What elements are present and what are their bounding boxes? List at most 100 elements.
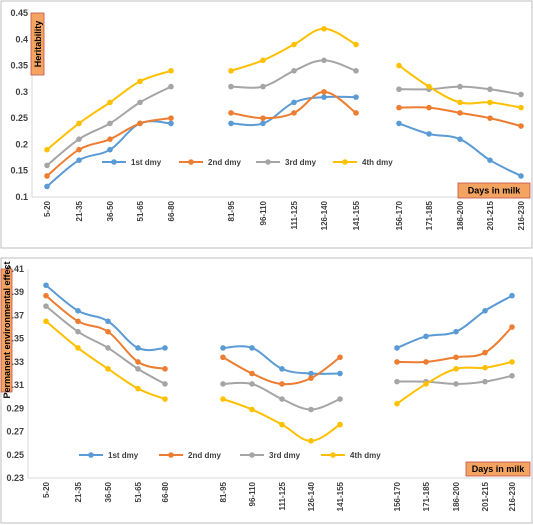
- data-point: [75, 328, 81, 335]
- y-axis-label: Permanent environmental effect: [2, 261, 12, 398]
- data-point: [482, 378, 488, 385]
- data-point: [135, 345, 141, 351]
- data-point: [321, 89, 327, 95]
- data-point: [291, 99, 297, 106]
- data-point: [509, 292, 515, 299]
- data-point: [396, 86, 402, 93]
- x-tick-label: 141-155: [336, 481, 345, 511]
- data-point: [291, 68, 297, 74]
- x-tick-label: 51-65: [136, 200, 145, 221]
- x-tick-label: 111-125: [278, 481, 287, 510]
- data-point: [228, 68, 234, 74]
- data-point: [457, 110, 463, 116]
- data-point: [76, 136, 82, 142]
- data-point: [321, 94, 327, 100]
- data-point: [162, 345, 168, 351]
- data-point: [168, 83, 174, 90]
- data-point: [423, 333, 429, 340]
- data-point: [321, 25, 327, 32]
- y-tick-label: 0.1: [15, 192, 28, 202]
- data-point: [44, 162, 50, 169]
- y-tick-label: 0.2: [15, 139, 28, 149]
- data-point: [353, 41, 359, 48]
- data-point: [43, 282, 49, 289]
- data-point: [260, 83, 266, 90]
- data-point: [76, 120, 82, 127]
- legend-label: 4th dmy: [350, 451, 381, 460]
- x-tick-label: 5-20: [43, 200, 52, 217]
- legend-label: 2nd dmy: [208, 158, 241, 167]
- data-point: [137, 78, 143, 85]
- data-point: [44, 146, 50, 153]
- data-point: [105, 366, 111, 372]
- x-tick-label: 156-170: [393, 481, 402, 511]
- data-point: [135, 385, 141, 392]
- legend-label: 3rd dmy: [285, 158, 317, 167]
- data-point: [308, 406, 314, 413]
- data-point: [518, 173, 524, 179]
- y-tick-label: 0.33: [6, 357, 24, 367]
- x-axis-label-box: [465, 461, 531, 477]
- data-point: [396, 104, 402, 111]
- legend-item: 1st dmy: [102, 158, 162, 167]
- legend-item: 3rd dmy: [256, 158, 317, 167]
- data-point: [518, 91, 524, 98]
- chart-1: 0.1 0.15 0.2 0.25 0.3 0.35 0.4 0.45 5-20 21-35 36-…: [0, 0, 533, 249]
- data-point: [228, 83, 234, 90]
- data-point: [279, 366, 285, 372]
- data-point: [457, 99, 463, 106]
- data-point: [394, 378, 400, 385]
- data-point: [107, 146, 113, 153]
- data-point: [107, 120, 113, 127]
- data-point: [279, 381, 285, 387]
- data-point: [220, 396, 226, 402]
- legend-item: 2nd dmy: [179, 158, 241, 167]
- legend-label: 3rd dmy: [269, 451, 301, 460]
- data-point: [76, 146, 82, 153]
- y-tick-label: 0.37: [6, 310, 24, 320]
- data-point: [135, 366, 141, 372]
- data-point: [482, 349, 488, 356]
- x-axis-label: Days in milk: [472, 464, 526, 474]
- x-tick-label: 66-80: [161, 481, 170, 502]
- data-point: [162, 366, 168, 372]
- data-point: [249, 381, 255, 387]
- data-point: [394, 400, 400, 407]
- x-tick-label: 36-50: [104, 481, 113, 502]
- data-point: [228, 110, 234, 116]
- data-point: [105, 345, 111, 351]
- x-tick-label: 186-200: [456, 200, 465, 230]
- data-point: [426, 104, 432, 111]
- data-point: [135, 359, 141, 365]
- data-point: [279, 421, 285, 428]
- y-axis-label-box: [30, 12, 45, 76]
- x-tick-label: 96-110: [248, 481, 257, 506]
- x-tick-label: 201-215: [481, 481, 490, 511]
- data-point: [76, 157, 82, 163]
- data-point: [291, 41, 297, 48]
- data-point: [487, 99, 493, 106]
- legend-item: 1st dmy: [79, 451, 139, 460]
- data-point: [75, 318, 81, 325]
- data-point: [394, 359, 400, 365]
- y-tick-label: 0.23: [6, 473, 24, 483]
- y-axis-label: Heritability: [33, 21, 43, 68]
- y-axis-label-box: [0, 268, 13, 393]
- x-tick-label: 171-185: [425, 200, 434, 230]
- x-tick-label: 216-230: [517, 200, 526, 230]
- series-2nd-dmy: [43, 292, 515, 387]
- data-point: [249, 345, 255, 351]
- legend-item: 4th dmy: [333, 158, 393, 167]
- data-point: [168, 115, 174, 121]
- data-point: [44, 183, 50, 190]
- data-point: [107, 99, 113, 106]
- data-point: [396, 62, 402, 69]
- series-1st-dmy: [43, 282, 515, 377]
- data-point: [105, 318, 111, 325]
- x-tick-label: 51-65: [134, 481, 143, 502]
- data-point: [43, 318, 49, 325]
- x-tick-label: 201-215: [486, 200, 495, 230]
- data-point: [509, 324, 515, 330]
- data-point: [487, 115, 493, 121]
- data-point: [453, 366, 459, 372]
